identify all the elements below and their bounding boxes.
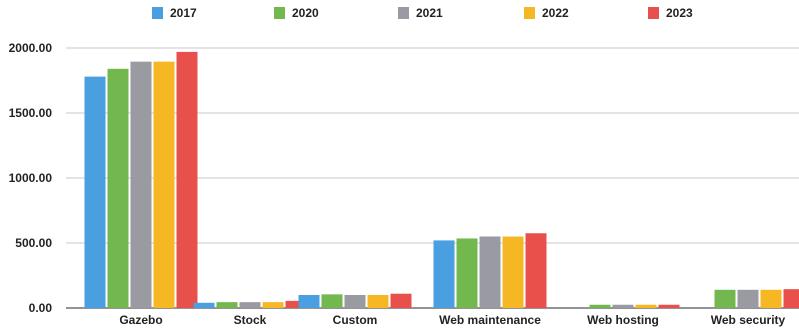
legend-swatch-2020 [274,7,285,19]
legend-swatch-2023 [648,7,659,19]
y-tick-label: 1500.00 [9,106,53,120]
x-tick-label: Web maintenance [439,313,541,327]
legend: 2017 2020 2021 2022 2023 [152,6,693,20]
y-tick-label: 2000.00 [9,41,53,55]
bar-web-maintenance-2021 [479,236,501,308]
bars [84,51,799,309]
bar-web-hosting-2021 [612,304,634,308]
bar-web-maintenance-2020 [456,238,478,308]
x-tick-label: Custom [333,313,378,327]
y-axis: 0.00 500.00 1000.00 1500.00 2000.00 [9,41,53,315]
bar-gazebo-2021 [130,61,152,309]
bar-stock-2021 [239,302,261,308]
bar-custom-2020 [321,294,343,308]
bar-stock-2017 [193,302,215,308]
legend-label-2017: 2017 [170,6,197,20]
bar-web-hosting-2023 [658,304,680,308]
y-tick-label: 0.00 [29,301,53,315]
bar-gazebo-2020 [107,68,129,308]
bar-stock-2020 [216,302,238,308]
bar-web-security-2021 [737,289,759,308]
legend-label-2021: 2021 [416,6,443,20]
bar-web-hosting-2020 [589,304,611,308]
legend-label-2020: 2020 [292,6,319,20]
x-tick-label: Gazebo [119,313,162,327]
legend-label-2022: 2022 [542,6,569,20]
y-tick-label: 500.00 [15,236,52,250]
bar-stock-2023 [285,300,307,308]
legend-swatch-2017 [152,7,163,19]
bar-stock-2022 [262,302,284,308]
y-tick-label: 1000.00 [9,171,53,185]
bar-custom-2021 [344,295,366,308]
bar-custom-2017 [298,295,320,308]
legend-label-2023: 2023 [666,6,693,20]
x-axis: Gazebo Stock Custom Web maintenance Web host… [119,313,785,327]
bar-web-security-2023 [783,289,799,308]
bar-custom-2022 [367,295,389,308]
x-tick-label: Web security [711,313,786,327]
bar-gazebo-2023 [176,51,198,309]
bar-gazebo-2022 [153,61,175,309]
legend-swatch-2022 [524,7,535,19]
bar-web-maintenance-2017 [433,240,455,308]
bar-custom-2023 [390,293,412,308]
x-tick-label: Stock [234,313,267,327]
bar-web-hosting-2022 [635,304,657,308]
bar-web-security-2020 [714,289,736,308]
bar-gazebo-2017 [84,76,106,308]
bar-web-security-2022 [760,289,782,308]
bar-web-maintenance-2022 [502,236,524,308]
bar-web-maintenance-2023 [525,233,547,308]
legend-swatch-2021 [398,7,409,19]
grid-lines [66,47,799,309]
x-tick-label: Web hosting [587,313,659,327]
